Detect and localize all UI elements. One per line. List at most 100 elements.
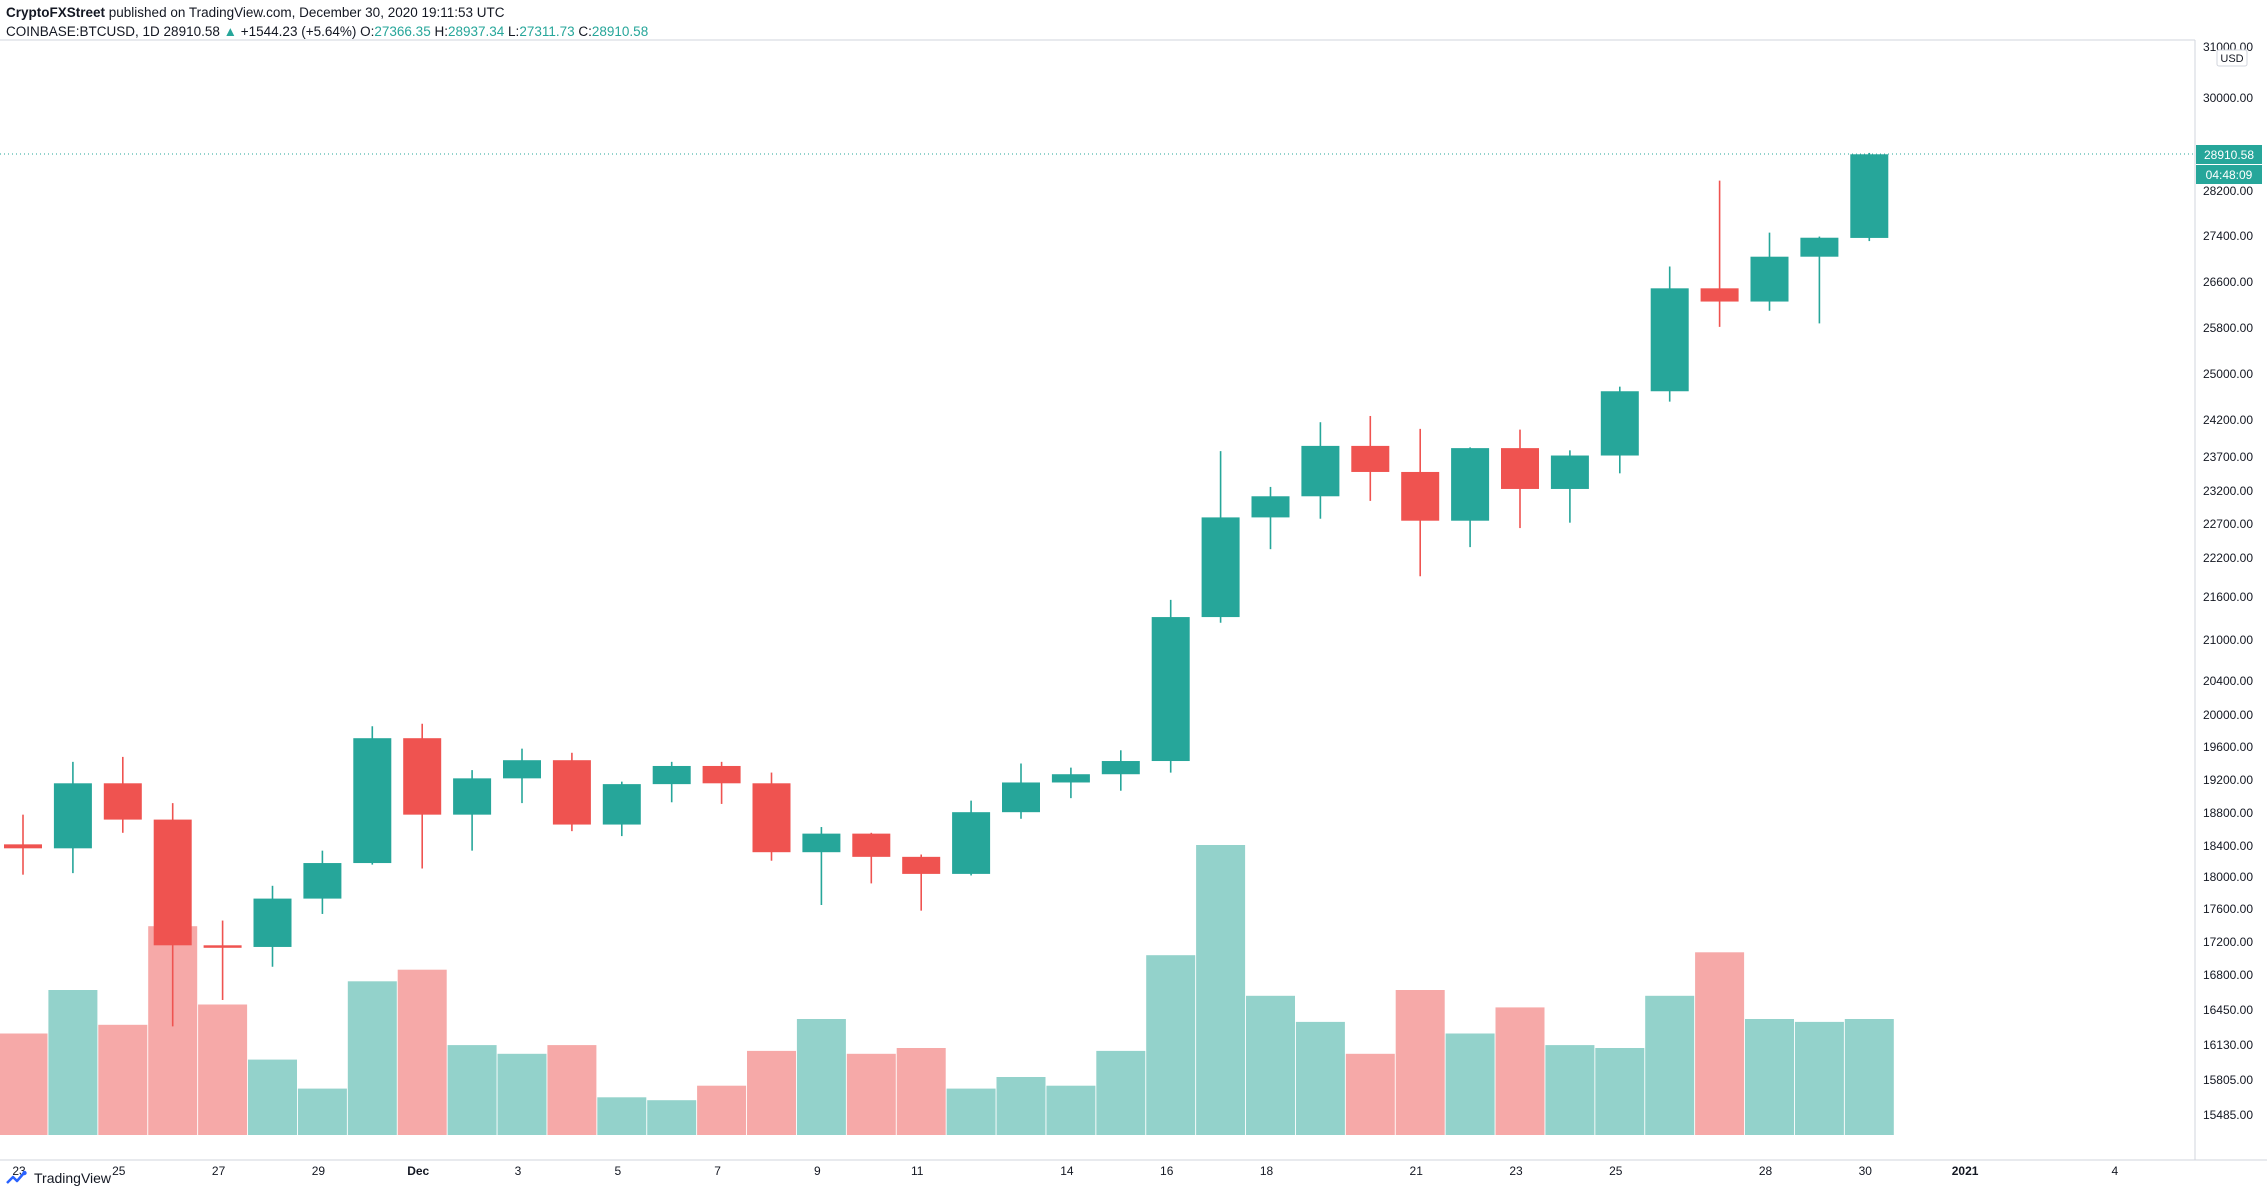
countdown-tag-text: 04:48:09 bbox=[2206, 168, 2253, 182]
candle-body bbox=[4, 844, 42, 849]
change-up-arrow-icon: ▲ bbox=[223, 24, 237, 39]
candle-body bbox=[702, 765, 741, 784]
footer-brand: TradingView bbox=[34, 1170, 112, 1186]
y-tick-label: 23700.00 bbox=[2203, 450, 2253, 464]
y-tick-label: 17600.00 bbox=[2203, 902, 2253, 916]
price-candles bbox=[4, 152, 1889, 1027]
candle-body bbox=[1151, 617, 1190, 762]
candle-body bbox=[1850, 154, 1889, 238]
volume-bar bbox=[1295, 1021, 1345, 1135]
x-tick-label: 25 bbox=[112, 1164, 126, 1178]
candle bbox=[1800, 236, 1839, 324]
y-tick-label: 16130.00 bbox=[2203, 1038, 2253, 1052]
currency-badge[interactable]: USD bbox=[2216, 49, 2248, 67]
volume-bar bbox=[198, 1004, 248, 1135]
candle bbox=[203, 920, 242, 1000]
volume-bar bbox=[697, 1085, 747, 1135]
x-tick-label: 14 bbox=[1060, 1164, 1074, 1178]
candle-body bbox=[353, 738, 392, 864]
candle bbox=[1201, 451, 1240, 623]
publisher-name[interactable]: CryptoFXStreet bbox=[6, 5, 106, 20]
candle bbox=[1251, 486, 1290, 550]
candle bbox=[1700, 180, 1739, 327]
y-tick-label: 25800.00 bbox=[2203, 321, 2253, 335]
volume-bar bbox=[597, 1097, 647, 1135]
candle bbox=[1550, 450, 1589, 523]
y-tick-label: 15485.00 bbox=[2203, 1108, 2253, 1122]
y-tick-label: 19200.00 bbox=[2203, 773, 2253, 787]
candle bbox=[902, 854, 941, 911]
candle-body bbox=[952, 812, 991, 874]
time-axis[interactable]: 23 25 27 29 Dec 3 5 7 9 11 14 16 18 21 23 25 28 30 2021 4 bbox=[12, 1164, 2118, 1178]
y-tick-label: 24200.00 bbox=[2203, 413, 2253, 427]
symbol-label[interactable]: COINBASE:BTCUSD, 1D bbox=[6, 24, 160, 39]
close-value: 28910.58 bbox=[591, 24, 649, 39]
candle-body bbox=[1750, 256, 1789, 302]
volume-bar bbox=[297, 1088, 347, 1135]
y-tick-label: 23200.00 bbox=[2203, 484, 2253, 498]
candle bbox=[1750, 232, 1789, 311]
y-tick-label: 16450.00 bbox=[2203, 1003, 2253, 1017]
volume-bar bbox=[1844, 1019, 1894, 1135]
candle-body bbox=[602, 784, 641, 825]
volume-bar bbox=[1495, 1007, 1545, 1135]
candle-body bbox=[802, 833, 841, 853]
candle bbox=[1101, 750, 1140, 791]
volume-bar bbox=[347, 981, 397, 1135]
candle bbox=[952, 800, 991, 876]
candle bbox=[1850, 152, 1889, 242]
candle-body bbox=[852, 833, 891, 857]
candle bbox=[652, 761, 691, 803]
candle-body bbox=[153, 819, 192, 946]
candle-body bbox=[1550, 455, 1589, 489]
candle-body bbox=[253, 898, 292, 947]
candle-body bbox=[752, 783, 791, 853]
candle-body bbox=[1251, 496, 1290, 518]
candle-body bbox=[552, 760, 591, 825]
y-tick-label: 20400.00 bbox=[2203, 674, 2253, 688]
x-tick-label: 2021 bbox=[1952, 1164, 1979, 1178]
y-tick-label: 15805.00 bbox=[2203, 1073, 2253, 1087]
volume-bar bbox=[447, 1045, 497, 1135]
volume-bar bbox=[1794, 1021, 1844, 1135]
candle bbox=[1151, 599, 1190, 773]
volume-bar bbox=[896, 1048, 946, 1135]
y-tick-label: 20000.00 bbox=[2203, 708, 2253, 722]
y-tick-label: 18800.00 bbox=[2203, 806, 2253, 820]
candle bbox=[303, 850, 342, 914]
candle bbox=[702, 761, 741, 804]
volume-bar bbox=[796, 1019, 846, 1135]
volume-bar bbox=[1545, 1045, 1595, 1135]
publish-line: CryptoFXStreet published on TradingView.… bbox=[6, 3, 648, 22]
volume-bar bbox=[1146, 955, 1196, 1135]
volume-bar bbox=[747, 1050, 796, 1135]
low-value: 27311.73 bbox=[519, 24, 575, 39]
candle bbox=[403, 723, 442, 869]
last-price-tag-text: 28910.58 bbox=[2204, 148, 2254, 162]
y-tick-label: 17200.00 bbox=[2203, 935, 2253, 949]
volume-bar bbox=[647, 1100, 697, 1135]
footer-branding[interactable]: TradingView bbox=[6, 1170, 111, 1186]
volume-bar bbox=[248, 1059, 297, 1135]
candle bbox=[4, 814, 42, 875]
volume-bar bbox=[0, 1033, 48, 1135]
chart-header: CryptoFXStreet published on TradingView.… bbox=[6, 3, 648, 41]
y-tick-label: 21600.00 bbox=[2203, 590, 2253, 604]
volume-bar bbox=[1695, 952, 1745, 1135]
candle-body bbox=[1700, 288, 1739, 302]
candle-body bbox=[1800, 237, 1839, 257]
volume-bar bbox=[1645, 995, 1695, 1135]
x-tick-label: 21 bbox=[1410, 1164, 1424, 1178]
volume-bar bbox=[1745, 1019, 1794, 1135]
candle-body bbox=[1002, 782, 1040, 813]
candle bbox=[1301, 422, 1340, 519]
candle-body bbox=[103, 783, 142, 820]
candle-body bbox=[1650, 288, 1689, 392]
y-tick-label: 21000.00 bbox=[2203, 633, 2253, 647]
volume-bar bbox=[547, 1045, 597, 1135]
price-axis[interactable]: 31000.0030000.0028200.0027400.0026600.00… bbox=[2203, 40, 2253, 1122]
y-tick-label: 16800.00 bbox=[2203, 968, 2253, 982]
tradingview-logo-icon bbox=[6, 1170, 27, 1184]
y-tick-label: 28200.00 bbox=[2203, 184, 2253, 198]
